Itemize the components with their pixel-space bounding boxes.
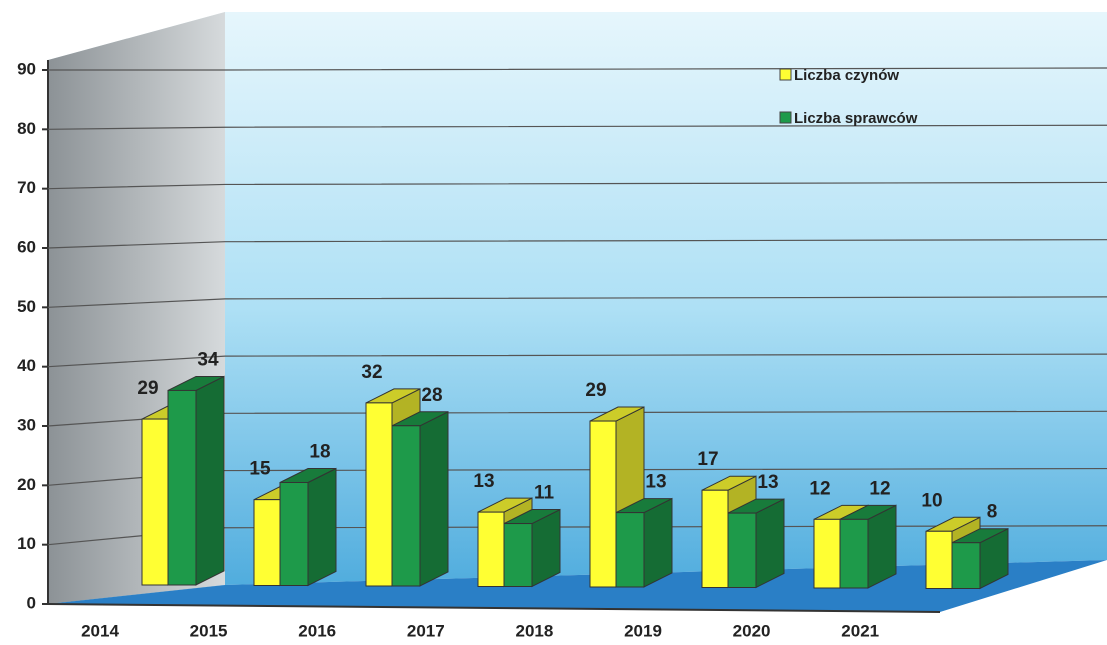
bar: [727, 498, 785, 589]
bar-front: [701, 489, 729, 589]
data-label: 11: [534, 483, 555, 504]
data-label: 13: [757, 472, 778, 493]
bar-front: [391, 425, 421, 587]
back-wall: [48, 12, 1107, 604]
bar-front: [141, 418, 169, 586]
x-tick-label: 2015: [190, 621, 228, 640]
bar: [503, 508, 561, 588]
bar: [391, 410, 449, 587]
data-label: 29: [585, 380, 606, 401]
bar: [167, 375, 225, 586]
bar: [279, 467, 337, 587]
data-label: 13: [473, 471, 494, 492]
bar: [951, 527, 1009, 590]
y-tick-label: 50: [17, 297, 36, 316]
grid-line: [47, 410, 1107, 427]
data-label: 29: [137, 378, 158, 399]
bar-side: [307, 467, 337, 587]
x-tick-label: 2018: [515, 621, 553, 640]
bar-side: [195, 375, 225, 586]
x-tick-label: 2016: [298, 621, 336, 640]
data-label: 28: [421, 385, 442, 406]
bar-front: [615, 512, 645, 588]
bar-side: [419, 410, 449, 587]
x-tick-label: 2017: [407, 621, 445, 640]
legend-label: Liczba czynów: [794, 67, 899, 84]
bar-front: [477, 511, 505, 587]
bar-side: [755, 498, 785, 589]
bar-front: [503, 523, 533, 587]
legend-swatch: [779, 68, 792, 81]
data-label: 10: [921, 490, 942, 511]
data-label: 34: [197, 349, 219, 370]
data-label: 17: [697, 449, 718, 470]
bar-front: [925, 530, 953, 589]
grid-line: [47, 296, 1107, 308]
bar: [615, 497, 673, 588]
y-tick-label: 0: [27, 593, 36, 612]
grid-line: [47, 467, 1107, 486]
data-label: 13: [645, 472, 666, 493]
grid-line: [47, 525, 1107, 546]
y-tick-label: 80: [17, 119, 36, 138]
data-label: 12: [869, 478, 890, 499]
bar-front: [839, 518, 869, 589]
bar-front: [279, 482, 309, 586]
bar-front: [167, 389, 197, 586]
y-tick-label: 70: [17, 178, 36, 197]
bar: [839, 504, 897, 589]
y-tick-label: 60: [17, 237, 36, 256]
grid-line: [47, 239, 1107, 249]
y-tick-label: 30: [17, 415, 36, 434]
x-tick-label: 2014: [81, 621, 119, 640]
x-tick-label: 2021: [841, 621, 879, 640]
x-tick-label: 2019: [624, 621, 662, 640]
data-label: 32: [361, 362, 382, 383]
y-tick-label: 10: [17, 534, 36, 553]
grid-line: [47, 353, 1107, 368]
x-axis: [47, 603, 941, 613]
legend-swatch: [779, 111, 792, 124]
y-tick-label: 90: [17, 59, 36, 78]
x-tick-label: 2020: [733, 621, 771, 640]
y-tick-label: 40: [17, 356, 36, 375]
data-label: 15: [249, 459, 271, 480]
grid-line: [48, 67, 1107, 71]
data-label: 8: [987, 502, 998, 523]
bar-front: [727, 512, 757, 588]
bar-side: [643, 497, 673, 588]
data-label: 12: [809, 478, 830, 499]
bar-front: [253, 499, 281, 586]
bar-front: [951, 542, 981, 590]
bar-front: [589, 420, 617, 588]
bar-front: [813, 518, 841, 589]
grid-line: [47, 124, 1107, 130]
y-tick-label: 20: [17, 475, 36, 494]
data-label: 18: [309, 442, 330, 463]
bar-front: [365, 402, 393, 587]
grid-line: [47, 181, 1107, 190]
legend-label: Liczba sprawców: [794, 110, 918, 127]
